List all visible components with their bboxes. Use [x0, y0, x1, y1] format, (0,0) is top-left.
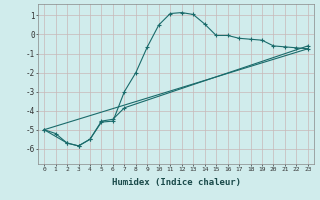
X-axis label: Humidex (Indice chaleur): Humidex (Indice chaleur)	[111, 178, 241, 187]
